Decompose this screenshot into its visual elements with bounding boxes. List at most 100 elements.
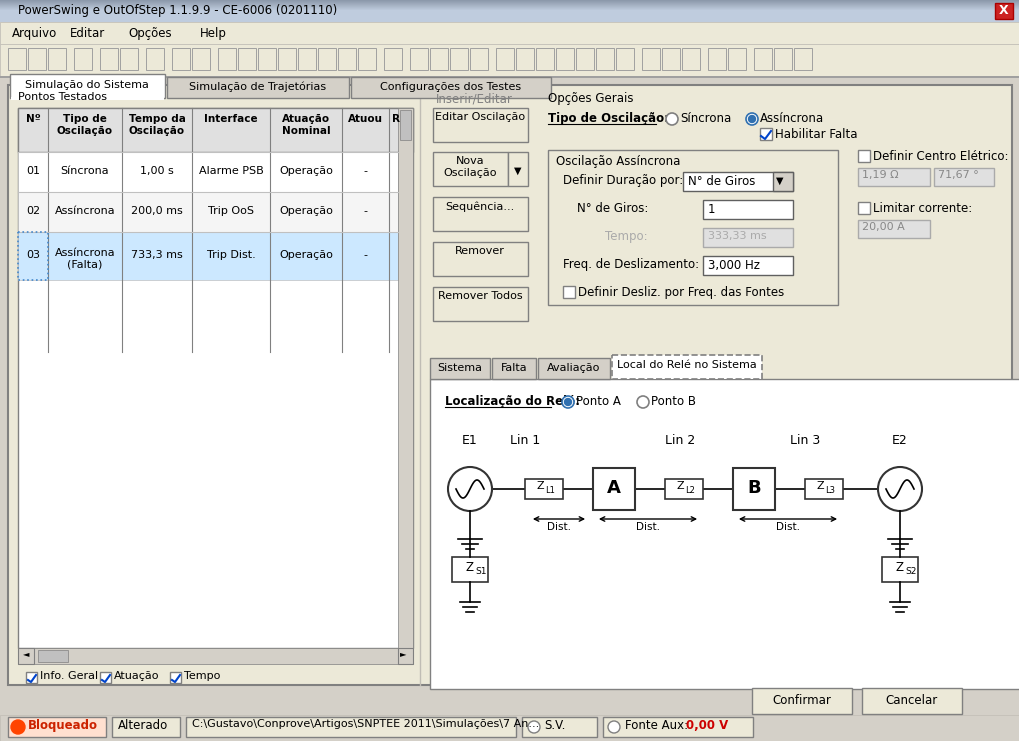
Text: Habilitar Falta: Habilitar Falta xyxy=(774,128,857,141)
Text: 02: 02 xyxy=(25,206,40,216)
Text: Tipo de Oscilação:: Tipo de Oscilação: xyxy=(547,112,668,125)
Text: Lin 2: Lin 2 xyxy=(664,434,695,447)
Bar xyxy=(592,468,635,510)
Circle shape xyxy=(607,721,620,733)
Circle shape xyxy=(561,396,574,408)
Text: Atuação: Atuação xyxy=(114,671,159,681)
Bar xyxy=(0,0,1019,22)
Bar xyxy=(793,48,811,70)
Bar xyxy=(10,74,165,98)
Bar xyxy=(18,192,397,232)
Text: Z: Z xyxy=(816,481,823,491)
Text: 733,3 ms: 733,3 ms xyxy=(131,250,182,260)
Bar xyxy=(516,48,534,70)
Text: Opções: Opções xyxy=(127,27,171,40)
Circle shape xyxy=(11,720,25,734)
Bar xyxy=(702,228,792,247)
Text: Localização do Relé:: Localização do Relé: xyxy=(444,395,580,408)
Text: Help: Help xyxy=(200,27,226,40)
Text: S1: S1 xyxy=(475,567,486,576)
Text: Remover Todos: Remover Todos xyxy=(437,291,522,301)
Bar xyxy=(0,6,1019,7)
Bar xyxy=(0,1,1019,2)
Text: L3: L3 xyxy=(824,486,835,495)
Text: Ponto A: Ponto A xyxy=(576,395,621,408)
Bar xyxy=(702,256,792,275)
Bar xyxy=(11,97,164,100)
Text: Síncrona: Síncrona xyxy=(680,112,731,125)
Text: A: A xyxy=(606,479,621,497)
Bar xyxy=(602,717,752,737)
Text: Simulação de Trajetórias: Simulação de Trajetórias xyxy=(190,82,326,93)
Text: Freq. de Deslizamento:: Freq. de Deslizamento: xyxy=(562,258,698,271)
Text: Dist.: Dist. xyxy=(775,522,799,532)
Text: Avaliação: Avaliação xyxy=(547,363,600,373)
Text: Ponto B: Ponto B xyxy=(650,395,695,408)
Bar xyxy=(753,48,771,70)
Text: R: R xyxy=(391,114,399,124)
Bar xyxy=(430,379,1019,689)
Bar xyxy=(0,11,1019,12)
Text: Operação: Operação xyxy=(279,166,332,176)
Bar xyxy=(433,108,528,142)
Bar xyxy=(0,2,1019,3)
Bar xyxy=(399,110,411,140)
Text: -: - xyxy=(363,250,367,260)
Bar xyxy=(522,717,596,737)
Text: PowerSwing e OutOfStep 1.1.9.9 - CE-6006 (0201110): PowerSwing e OutOfStep 1.1.9.9 - CE-6006… xyxy=(18,4,337,17)
Bar xyxy=(74,48,92,70)
Bar xyxy=(0,9,1019,10)
Bar xyxy=(100,48,118,70)
Text: Z: Z xyxy=(466,561,474,574)
Text: ►: ► xyxy=(399,649,407,658)
Bar xyxy=(733,468,774,510)
Bar xyxy=(728,48,745,70)
Bar xyxy=(595,48,613,70)
Bar xyxy=(38,650,68,662)
Text: Info. Geral: Info. Geral xyxy=(40,671,98,681)
Text: Pontos Testados: Pontos Testados xyxy=(18,92,107,102)
Bar xyxy=(491,358,535,379)
Bar xyxy=(397,108,413,648)
Text: Operação: Operação xyxy=(279,206,332,216)
Text: Nº: Nº xyxy=(25,114,41,124)
Text: -: - xyxy=(363,206,367,216)
Bar xyxy=(535,48,553,70)
Text: Definir Desliz. por Freq. das Fontes: Definir Desliz. por Freq. das Fontes xyxy=(578,286,784,299)
Text: 01: 01 xyxy=(25,166,40,176)
Text: 333,33 ms: 333,33 ms xyxy=(707,231,766,241)
Bar xyxy=(278,48,296,70)
Text: Local do Relé no Sistema: Local do Relé no Sistema xyxy=(616,360,756,370)
Text: Alarme PSB: Alarme PSB xyxy=(199,166,263,176)
Bar xyxy=(218,48,235,70)
Circle shape xyxy=(665,113,678,125)
Text: Remover: Remover xyxy=(454,246,504,256)
Bar xyxy=(433,152,507,186)
Text: Dist.: Dist. xyxy=(636,522,659,532)
Text: Interface: Interface xyxy=(204,114,258,124)
Bar xyxy=(759,128,771,140)
Bar xyxy=(0,3,1019,4)
Bar xyxy=(397,648,413,664)
Text: 3,000 Hz: 3,000 Hz xyxy=(707,259,759,272)
Bar xyxy=(751,688,851,714)
Bar xyxy=(410,48,428,70)
Circle shape xyxy=(447,467,491,511)
Bar xyxy=(48,48,66,70)
Bar xyxy=(470,48,487,70)
Circle shape xyxy=(877,467,921,511)
Bar xyxy=(0,44,1019,76)
Bar xyxy=(18,648,34,664)
Bar xyxy=(555,48,574,70)
Text: Editar: Editar xyxy=(70,27,105,40)
Bar xyxy=(18,108,413,152)
Bar xyxy=(0,16,1019,17)
Text: Opções Gerais: Opções Gerais xyxy=(547,92,633,105)
Text: Sistema: Sistema xyxy=(437,363,482,373)
Bar xyxy=(430,358,489,379)
Bar xyxy=(433,242,528,276)
Bar xyxy=(172,48,190,70)
Bar xyxy=(170,672,180,683)
Text: Cancelar: Cancelar xyxy=(886,694,937,707)
Bar xyxy=(0,15,1019,16)
